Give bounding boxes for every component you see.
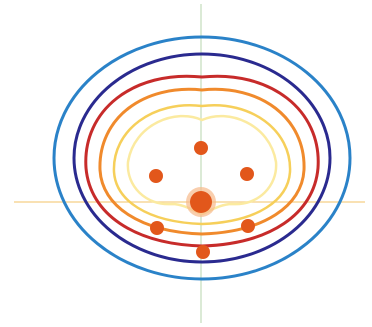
point-top — [194, 141, 208, 155]
center-point — [190, 191, 212, 213]
point-left — [149, 169, 163, 183]
contour-5 — [112, 103, 292, 226]
contour-2 — [72, 52, 332, 264]
contour-4 — [98, 87, 306, 236]
point-lower-left — [150, 221, 164, 235]
contour-outer — [52, 35, 352, 281]
point-bottom — [196, 245, 210, 259]
point-right — [240, 167, 254, 181]
contour-3 — [84, 74, 320, 248]
point-lower-right — [241, 219, 255, 233]
